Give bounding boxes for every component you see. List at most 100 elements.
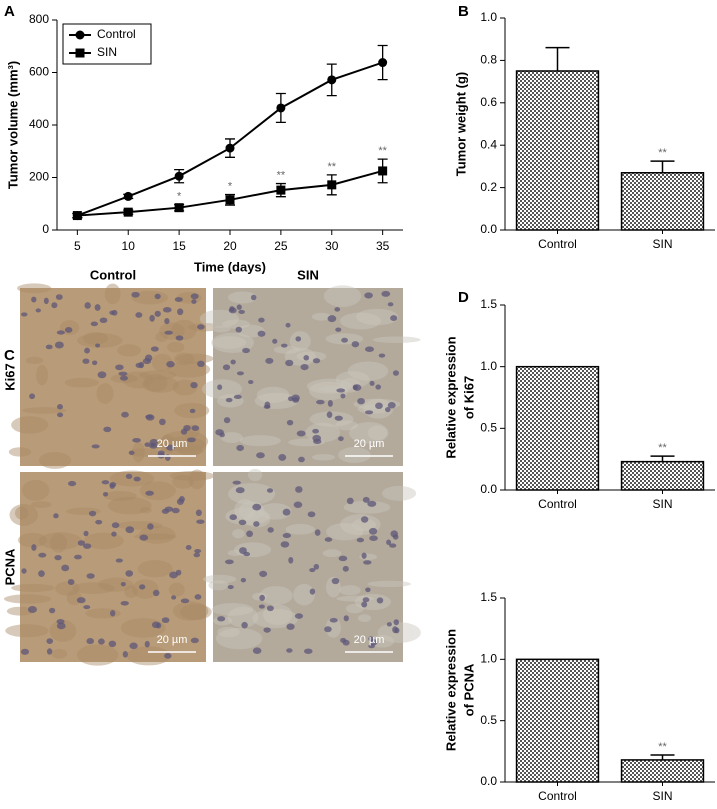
tissue-texture <box>83 532 124 550</box>
nucleus <box>101 480 110 485</box>
nucleus <box>111 522 120 529</box>
marker <box>327 180 337 190</box>
nucleus <box>133 476 141 482</box>
nucleus <box>288 556 294 564</box>
tissue-texture <box>227 606 259 628</box>
scale-bar-label: 20 µm <box>157 438 188 450</box>
nucleus <box>139 534 149 541</box>
y-tick-label: 0.2 <box>480 180 497 194</box>
panel-letter: D <box>458 289 469 306</box>
tissue-texture <box>38 452 72 469</box>
nucleus <box>20 312 28 317</box>
tissue-texture <box>5 624 49 638</box>
nucleus <box>334 307 341 312</box>
nucleus <box>353 384 362 391</box>
nucleus <box>235 326 242 333</box>
tissue-texture <box>166 341 185 353</box>
nucleus <box>280 343 288 348</box>
y-tick-label: 1.0 <box>480 652 497 666</box>
nucleus <box>327 315 337 323</box>
tissue-texture <box>49 533 68 553</box>
nucleus <box>103 426 112 433</box>
tissue-texture <box>76 644 119 666</box>
tissue-texture <box>252 608 299 629</box>
nucleus <box>54 341 64 349</box>
y-tick-label: 0.0 <box>480 482 497 496</box>
tissue-texture <box>296 351 327 362</box>
tissue-texture <box>202 574 237 584</box>
nucleus <box>381 290 391 297</box>
nucleus <box>362 597 370 603</box>
nucleus <box>187 437 196 443</box>
nucleus <box>229 306 235 312</box>
tissue-texture <box>17 283 52 294</box>
nucleus <box>360 516 369 523</box>
nucleus <box>125 473 133 479</box>
tissue-texture <box>116 521 163 530</box>
nucleus <box>248 380 254 385</box>
nucleus <box>164 506 174 512</box>
nucleus <box>83 605 91 610</box>
nucleus <box>53 513 59 519</box>
tissue-texture <box>222 319 250 329</box>
error-bar <box>545 46 570 71</box>
tissue-texture <box>323 285 362 307</box>
nucleus <box>316 399 325 405</box>
nucleus <box>291 394 300 402</box>
tissue-texture <box>293 583 315 606</box>
nucleus <box>128 450 135 455</box>
tissue-texture <box>76 333 123 348</box>
tissue-texture <box>98 577 134 592</box>
nucleus <box>94 304 101 311</box>
nucleus <box>109 610 116 617</box>
significance: ** <box>277 169 286 181</box>
nucleus <box>314 529 321 536</box>
nucleus <box>236 371 244 376</box>
nucleus <box>365 587 371 593</box>
nucleus <box>361 552 367 559</box>
nucleus <box>225 397 233 403</box>
y-tick-label: 0.5 <box>480 421 497 435</box>
micrograph <box>20 472 206 662</box>
nucleus <box>386 539 392 546</box>
y-tick-label: 0.4 <box>480 137 497 151</box>
significance: ** <box>378 145 387 157</box>
x-tick-label: 35 <box>376 239 390 253</box>
x-tick-label: 25 <box>274 239 288 253</box>
nucleus <box>139 584 146 590</box>
y-tick-label: 200 <box>29 170 49 184</box>
nucleus <box>334 415 343 421</box>
nucleus <box>180 428 188 435</box>
tissue-texture <box>139 481 176 501</box>
y-tick-label: 0.8 <box>480 53 497 67</box>
nucleus <box>46 648 53 655</box>
nucleus <box>193 552 201 558</box>
tissue-texture <box>17 532 48 548</box>
tissue-texture <box>172 474 194 489</box>
tissue-texture <box>122 371 154 389</box>
nucleus <box>164 330 173 335</box>
tissue-texture <box>345 603 364 614</box>
nucleus <box>361 601 368 608</box>
nucleus <box>164 318 170 325</box>
nucleus <box>259 570 268 578</box>
scale-bar-label: 20 µm <box>157 634 188 646</box>
nucleus <box>48 607 56 614</box>
nucleus <box>147 523 154 530</box>
nucleus <box>27 605 37 613</box>
nucleus <box>266 605 274 612</box>
nucleus <box>194 549 202 554</box>
tissue-texture <box>171 319 197 341</box>
tissue-texture <box>325 617 342 638</box>
nucleus <box>119 375 128 381</box>
tissue-texture <box>343 500 391 514</box>
tissue-texture <box>311 312 332 321</box>
nucleus <box>369 380 375 386</box>
tissue-texture <box>14 506 29 520</box>
significance: * <box>177 190 182 202</box>
nucleus <box>132 437 141 443</box>
tissue-texture <box>234 499 257 521</box>
nucleus <box>266 488 274 493</box>
y-tick-label: 600 <box>29 65 49 79</box>
nucleus <box>356 537 365 543</box>
